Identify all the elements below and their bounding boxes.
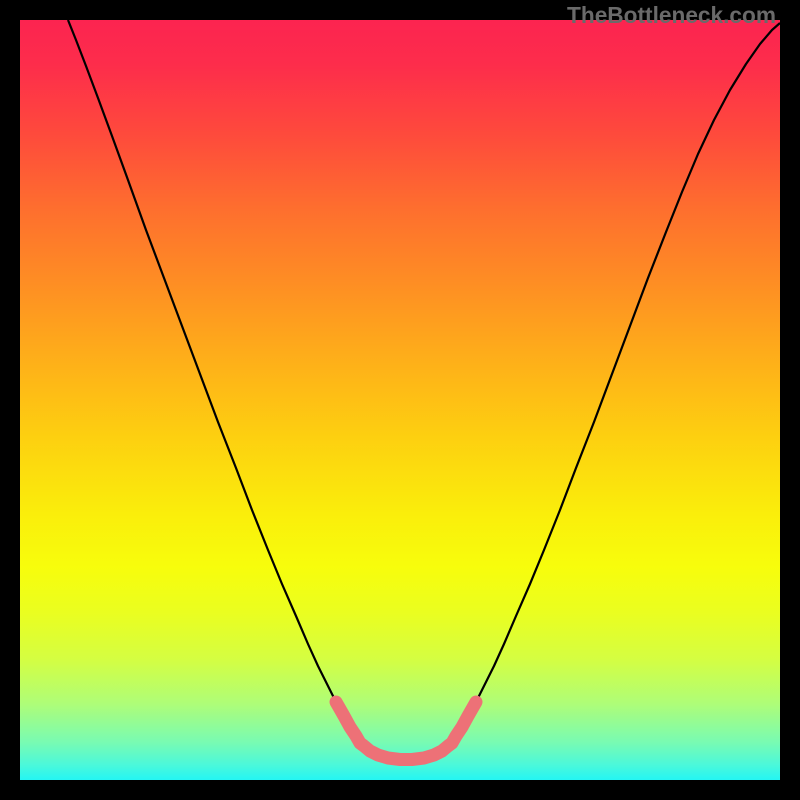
plot-area xyxy=(20,20,780,780)
plot-background xyxy=(20,20,780,780)
watermark-text: TheBottleneck.com xyxy=(567,2,776,29)
plot-svg xyxy=(20,20,780,780)
chart-frame: TheBottleneck.com xyxy=(0,0,800,800)
